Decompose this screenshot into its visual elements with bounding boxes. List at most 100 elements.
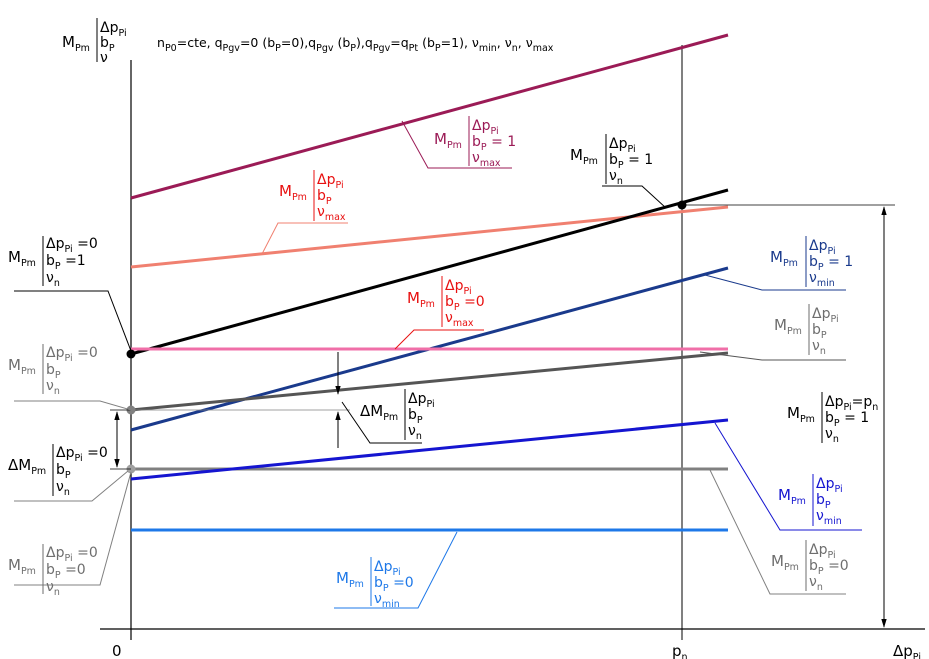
leader-lines [14, 120, 862, 609]
leader-red [394, 329, 484, 350]
leader-gray-right0 [709, 469, 846, 595]
leader-gray-right [699, 351, 846, 361]
svg-text:νmax: νmax [317, 204, 346, 223]
svg-text:bP: bP [408, 407, 423, 426]
svg-text:νn: νn [812, 338, 826, 357]
line-black-n [130, 188, 729, 356]
svg-text:ΔpPi: ΔpPi [809, 238, 836, 257]
svg-text:bP: bP [56, 462, 71, 481]
point-black-start [126, 349, 136, 359]
svg-text:bP: bP [46, 362, 61, 381]
svg-text:MPm: MPm [8, 248, 36, 269]
header-text: nP0=cte, qPgv=0 (bP=0),qPgv (bP),qPgv=qP… [157, 35, 554, 54]
svg-text:ΔpPi: ΔpPi [609, 136, 636, 155]
svg-text:MPm: MPm [8, 556, 36, 577]
label-left-delta: ΔMPm ΔpPi =0 bP νn [8, 444, 108, 498]
svg-text:MPm: MPm [279, 182, 307, 203]
svg-text:bP =0: bP =0 [445, 294, 485, 313]
svg-text:ΔpPi: ΔpPi [812, 306, 839, 325]
leader-left-gray [14, 400, 132, 411]
svg-text:MPm: MPm [770, 248, 798, 269]
svg-text:MPm: MPm [787, 404, 815, 425]
label-blue-min: MPm ΔpPi bP νmin [778, 474, 843, 527]
line-purple-max [130, 33, 729, 200]
leader-lightblue [334, 531, 458, 609]
svg-text:νn: νn [46, 378, 60, 397]
leader-blue [714, 422, 862, 531]
label-gray-right0: MPm ΔpPi bP =0 νn [771, 540, 849, 593]
svg-text:ΔpPi =0: ΔpPi =0 [46, 345, 98, 364]
svg-text:MPm: MPm [570, 146, 598, 167]
origin-label: 0 [112, 642, 122, 659]
svg-text:MPm: MPm [778, 486, 806, 507]
svg-text:bP: bP [816, 492, 831, 511]
svg-text:ΔpPi =0: ΔpPi =0 [56, 445, 108, 464]
dimension-arrows [110, 204, 895, 630]
svg-text:ΔMPm: ΔMPm [360, 402, 398, 423]
point-black-pn [677, 200, 687, 210]
svg-text:νmin: νmin [809, 270, 835, 289]
svg-text:bP =0: bP =0 [809, 558, 849, 577]
svg-text:νmin: νmin [374, 591, 400, 610]
line-darkgray-n [130, 351, 729, 412]
svg-text:MPm: MPm [407, 289, 435, 310]
label-gray-right: MPm ΔpPi bP νn [774, 304, 839, 357]
svg-text:MPm: MPm [8, 356, 36, 377]
label-black-n: MPm ΔpPi bP = 1 νn [570, 134, 653, 187]
leader-left-delta [14, 470, 129, 502]
svg-text:ΔpPi=pn: ΔpPi=pn [825, 394, 878, 413]
svg-text:ΔpPi: ΔpPi [445, 278, 472, 297]
svg-text:νn: νn [825, 426, 839, 445]
svg-text:MPm: MPm [336, 569, 364, 590]
label-red-max: MPm ΔpPi bP =0 νmax [407, 276, 485, 329]
svg-text:νmin: νmin [816, 508, 842, 527]
svg-text:bP =0: bP =0 [374, 575, 414, 594]
leader-black-n [602, 185, 667, 209]
svg-text:bP: bP [317, 188, 332, 207]
svg-text:bP = 1: bP = 1 [825, 410, 869, 429]
svg-text:ΔpPi: ΔpPi [816, 476, 843, 495]
svg-text:ΔpPi =0: ΔpPi =0 [46, 236, 98, 255]
leader-navy [704, 274, 846, 291]
svg-text:MPm: MPm [774, 316, 802, 337]
svg-text:MPm: MPm [771, 552, 799, 573]
x-axis-label: ΔpPi [893, 642, 921, 659]
svg-text:bP: bP [100, 35, 115, 54]
label-left-black: MPm ΔpPi =0 bP =1 νn [8, 236, 98, 289]
svg-text:νn: νn [56, 479, 70, 498]
svg-text:νn: νn [408, 423, 422, 442]
svg-text:MPm: MPm [434, 130, 462, 151]
leader-purple [401, 120, 512, 169]
leader-delta-mid [341, 401, 422, 444]
svg-text:νn: νn [46, 270, 60, 289]
svg-text:ΔpPi: ΔpPi [809, 542, 836, 561]
svg-text:ΔpPi: ΔpPi [100, 20, 127, 39]
svg-text:ΔpPi =0: ΔpPi =0 [46, 545, 98, 564]
label-purple-max: MPm ΔpPi bP = 1 νmax [434, 116, 516, 169]
svg-text:νn: νn [809, 574, 823, 593]
svg-text:bP = 1: bP = 1 [809, 254, 853, 273]
svg-text:νmax: νmax [445, 310, 474, 329]
svg-text:νn: νn [46, 579, 60, 598]
label-lightblue-min: MPm ΔpPi bP =0 νmin [336, 557, 414, 610]
svg-text:ΔpPi: ΔpPi [472, 118, 499, 137]
svg-text:bP =0: bP =0 [46, 562, 86, 581]
leader-salmon [261, 222, 348, 255]
svg-text:ν: ν [100, 50, 108, 66]
svg-text:ΔMPm: ΔMPm [8, 456, 46, 477]
svg-text:MPm: MPm [62, 33, 90, 54]
label-salmon-max: MPm ΔpPi bP νmax [279, 170, 346, 223]
svg-text:ΔpPi: ΔpPi [374, 559, 401, 578]
pn-label: pn [672, 642, 688, 659]
svg-text:ΔpPi: ΔpPi [408, 391, 435, 410]
svg-text:bP =1: bP =1 [46, 253, 86, 272]
svg-text:νmax: νmax [472, 150, 501, 169]
y-axis-label: MPm ΔpPi bP ν [62, 18, 127, 66]
label-navy-min: MPm ΔpPi bP = 1 νmin [770, 236, 853, 289]
label-right-pn: MPm ΔpPi=pn bP = 1 νn [787, 392, 878, 445]
curves [130, 33, 729, 532]
leader-left-black [14, 290, 132, 352]
svg-text:bP: bP [812, 322, 827, 341]
svg-text:bP = 1: bP = 1 [609, 152, 653, 171]
svg-text:ΔpPi: ΔpPi [317, 172, 344, 191]
